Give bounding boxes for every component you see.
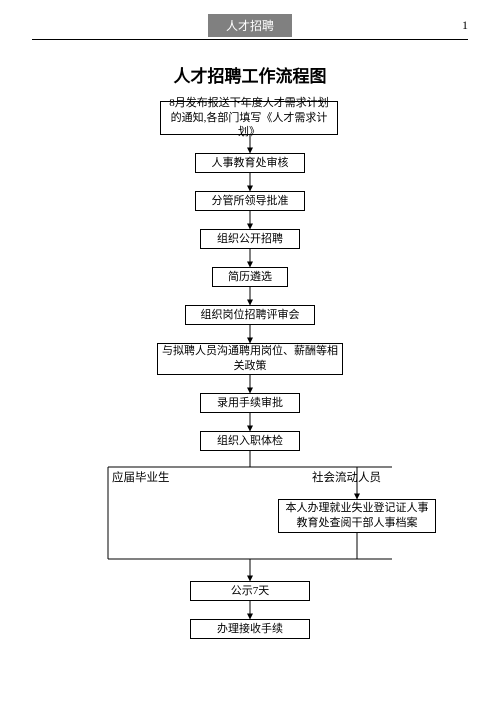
flow-node-n3: 分管所领导批准 bbox=[195, 191, 305, 211]
flow-node-n8: 录用手续审批 bbox=[200, 393, 300, 413]
flow-node-n5: 简历遴选 bbox=[212, 267, 288, 287]
header-divider bbox=[32, 39, 468, 40]
flow-node-n4: 组织公开招聘 bbox=[200, 229, 300, 249]
flowchart-container: 8月发布报送下年度人才需求计划的通知,各部门填写《人才需求计划》人事教育处审核分… bbox=[0, 101, 500, 701]
page-number: 1 bbox=[462, 18, 468, 33]
branch-label-0: 应届毕业生 bbox=[112, 469, 170, 485]
flow-node-n7: 与拟聘人员沟通聘用岗位、薪酬等相关政策 bbox=[157, 343, 343, 375]
flow-node-n2: 人事教育处审核 bbox=[195, 153, 305, 173]
page-header: 人才招聘 1 bbox=[32, 14, 468, 40]
flow-node-n10: 本人办理就业失业登记证人事教育处查阅干部人事档案 bbox=[278, 499, 436, 533]
branch-label-1: 社会流动人员 bbox=[312, 469, 381, 485]
flow-node-n6: 组织岗位招聘评审会 bbox=[185, 305, 315, 325]
page-title: 人才招聘工作流程图 bbox=[0, 62, 500, 87]
flow-node-n1: 8月发布报送下年度人才需求计划的通知,各部门填写《人才需求计划》 bbox=[160, 101, 338, 135]
header-label: 人才招聘 bbox=[208, 14, 292, 37]
flow-node-n12: 办理接收手续 bbox=[190, 619, 310, 639]
flow-node-n9: 组织入职体检 bbox=[200, 431, 300, 451]
flow-node-n11: 公示7天 bbox=[190, 581, 310, 601]
